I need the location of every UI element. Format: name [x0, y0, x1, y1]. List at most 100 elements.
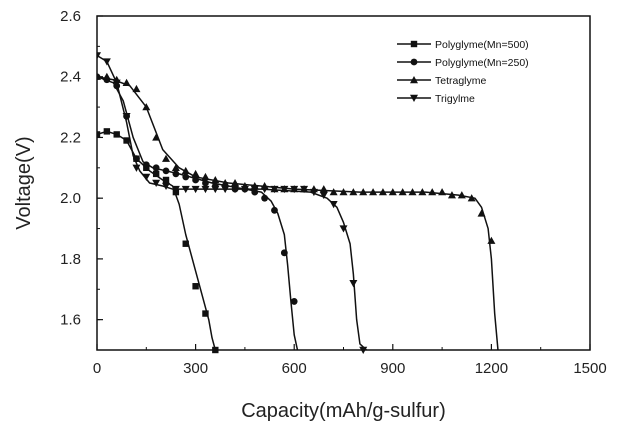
data-point-square [113, 131, 120, 138]
data-point-triangle-up [201, 172, 210, 181]
data-point-triangle-up [457, 191, 466, 199]
data-point-triangle-up [152, 133, 161, 141]
y-tick-label: 2.0 [60, 190, 81, 207]
series-line [97, 130, 217, 351]
data-point-triangle-down [112, 79, 121, 87]
data-point-triangle-up [191, 169, 200, 178]
data-point-triangle-down [231, 185, 240, 194]
data-point-triangle-down [319, 191, 328, 200]
legend: Polyglyme(Mn=500) Polyglyme(Mn=250) Tetrag… [397, 39, 529, 105]
data-point-circle [271, 206, 278, 214]
data-point-circle [142, 161, 150, 169]
plot-frame [96, 15, 591, 351]
legend-item: Trigylme [397, 93, 475, 105]
series-1 [97, 128, 219, 354]
data-point-circle [280, 249, 288, 257]
data-point-triangle-down [250, 185, 259, 194]
data-point-triangle-down [410, 94, 418, 102]
y-tick-label: 2.6 [60, 8, 81, 25]
data-point-triangle-up [378, 188, 387, 196]
data-point-triangle-down [162, 182, 171, 191]
legend-item: Polyglyme(Mn=250) [397, 57, 529, 69]
data-point-triangle-down [270, 185, 279, 194]
data-point-triangle-down [122, 113, 131, 121]
data-point-triangle-down [132, 164, 141, 172]
data-point-triangle-up [349, 188, 358, 196]
data-point-square [97, 131, 101, 138]
data-point-triangle-up [438, 188, 447, 196]
data-point-triangle-down [221, 185, 230, 194]
x-tick-label: 1200 [475, 360, 508, 377]
data-point-triangle-up [171, 163, 180, 172]
data-point-triangle-up [408, 188, 417, 196]
data-point-triangle-down [97, 52, 101, 60]
data-point-triangle-up [221, 179, 230, 187]
data-point-triangle-up [329, 188, 338, 196]
data-point-triangle-up [97, 72, 101, 80]
data-point-triangle-down [349, 280, 358, 288]
data-point-triangle-down [280, 185, 289, 194]
data-point-triangle-down [152, 179, 161, 187]
data-point-triangle-up [388, 188, 397, 196]
data-point-triangle-down [171, 185, 180, 194]
data-point-triangle-down [329, 201, 338, 209]
data-point-triangle-up [447, 191, 456, 199]
data-point-square [123, 137, 130, 144]
data-point-triangle-up [181, 166, 190, 175]
data-point-triangle-up [231, 179, 240, 187]
data-point-triangle-up [369, 188, 378, 196]
data-point-triangle-up [162, 154, 171, 162]
data-point-triangle-down [300, 185, 309, 194]
data-point-triangle-up [359, 188, 368, 196]
y-tick-label: 2.4 [60, 69, 81, 86]
data-point-triangle-up [319, 185, 328, 193]
x-axis-title: Capacity(mAh/g-sulfur) [241, 400, 446, 422]
data-point-circle [172, 170, 180, 178]
data-point-circle [152, 164, 160, 172]
data-point-circle [162, 167, 170, 175]
legend-item: Polyglyme(Mn=500) [397, 39, 529, 51]
data-point-triangle-up [428, 188, 437, 196]
data-point-circle [290, 298, 298, 305]
data-point-triangle-up [132, 84, 141, 93]
data-point-triangle-up [467, 194, 476, 202]
legend-label: Polyglyme(Mn=500) [435, 39, 529, 51]
data-point-square [192, 283, 199, 290]
data-point-triangle-up [487, 236, 496, 244]
data-point-triangle-down [211, 185, 220, 194]
data-point-square [182, 240, 189, 247]
x-tick-label: 300 [183, 360, 208, 377]
data-point-circle [192, 176, 200, 184]
data-point-triangle-up [122, 78, 131, 86]
data-point-triangle-up [410, 76, 418, 84]
data-point-triangle-up [398, 188, 407, 196]
data-point-square [410, 40, 418, 48]
data-point-triangle-up [142, 103, 151, 111]
y-tick-label: 1.6 [60, 312, 81, 329]
data-point-triangle-down [201, 185, 210, 194]
series-line [97, 75, 499, 351]
series-line [97, 54, 368, 351]
legend-label: Tetraglyme [435, 75, 487, 87]
data-point-square [152, 170, 160, 178]
data-point-triangle-down [181, 185, 190, 194]
data-point-square [103, 128, 111, 135]
legend-item: Tetraglyme [397, 75, 487, 87]
series-4 [97, 52, 368, 354]
data-point-triangle-down [339, 225, 348, 233]
data-point-triangle-down [102, 58, 111, 66]
data-point-circle [182, 173, 190, 181]
data-point-circle [202, 179, 209, 187]
data-point-triangle-down [260, 185, 269, 194]
data-point-square [202, 310, 209, 317]
legend-label: Trigylme [435, 93, 475, 105]
data-point-triangle-down [240, 185, 249, 194]
y-axis-title: Voltage(V) [13, 136, 35, 229]
x-tick-label: 0 [93, 360, 101, 377]
y-tick-label: 2.2 [60, 129, 81, 146]
x-axis-ticks: 0 300 600 900 1200 1500 [93, 344, 607, 377]
legend-label: Polyglyme(Mn=250) [435, 57, 529, 69]
data-point-triangle-up [477, 209, 486, 217]
data-point-circle [261, 194, 269, 202]
